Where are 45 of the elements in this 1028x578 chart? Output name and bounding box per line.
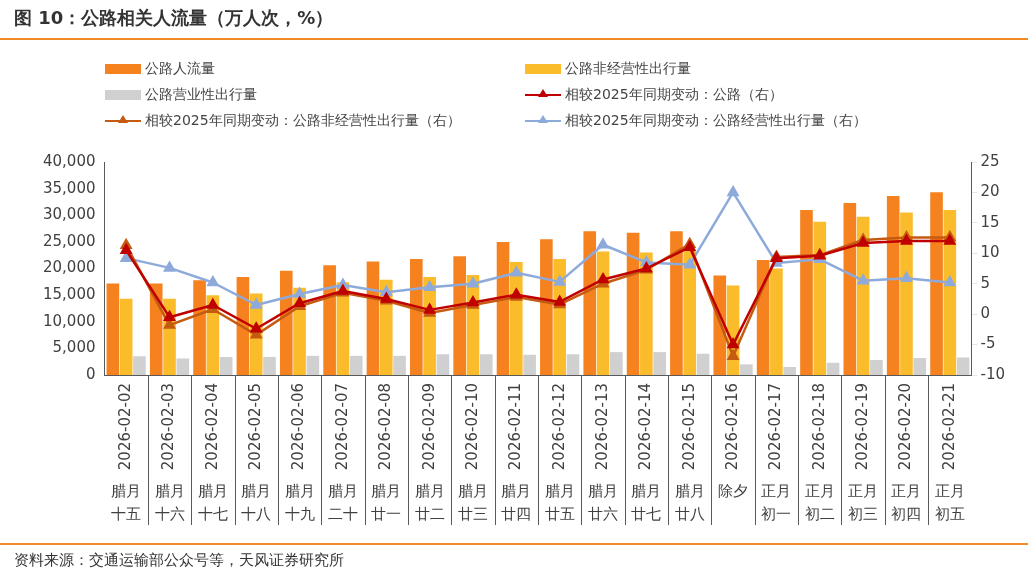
chart-title: 图 10：公路相关人流量（万人次，%） xyxy=(14,6,334,30)
y2-tick-label: 10 xyxy=(980,243,1000,262)
y-tick-label: 35,000 xyxy=(42,178,96,197)
y-tick-label: 25,000 xyxy=(42,231,96,250)
x-tick-label: 2026-02-17 正月初一 xyxy=(761,383,792,524)
y2-tick-label: -5 xyxy=(980,334,996,353)
text: 资料来源：交通运输部公众号等，天风证券研究所 xyxy=(14,551,344,570)
y-tick-label: 10,000 xyxy=(42,311,96,330)
legend-label: 相较2025年同期变动：公路经营性出行量（右） xyxy=(564,112,868,130)
x-tick-label: 2026-02-06 腊月十九 xyxy=(284,383,315,524)
x-tick-label: 2026-02-14 腊月廿七 xyxy=(631,383,662,524)
y-tick-label: 5,000 xyxy=(52,338,96,357)
x-tick-label: 2026-02-09 腊月廿二 xyxy=(414,383,445,524)
y-tick-label: 15,000 xyxy=(42,285,96,304)
legend-label: 相较2025年同期变动：公路（右） xyxy=(564,86,784,104)
x-tick-label: 2026-02-15 腊月廿八 xyxy=(674,383,705,524)
x-tick-label: 2026-02-11 腊月廿四 xyxy=(501,383,532,524)
y-tick-label: 0 xyxy=(85,364,96,383)
y2-tick-label: 15 xyxy=(980,212,1000,231)
x-tick-label: 2026-02-18 正月初二 xyxy=(804,383,835,524)
y2-tick-label: 20 xyxy=(980,182,1000,201)
x-tick-label: 2026-02-08 腊月廿一 xyxy=(371,383,402,524)
x-tick-label: 2026-02-19 正月初三 xyxy=(848,383,879,524)
legend-label: 公路营业性出行量 xyxy=(144,86,258,104)
x-tick-label: 2026-02-20 正月初四 xyxy=(891,383,922,524)
legend-label: 相较2025年同期变动：公路非经营性出行量（右） xyxy=(144,112,462,130)
y-tick-label: 20,000 xyxy=(42,258,96,277)
x-tick-label: 2026-02-13 腊月廿六 xyxy=(588,383,619,524)
x-tick-label: 2026-02-03 腊月十六 xyxy=(154,383,185,524)
legend-label: 公路非经营性出行量 xyxy=(564,60,692,78)
x-tick-label: 2026-02-07 腊月二十 xyxy=(327,383,358,524)
legend-label: 公路人流量 xyxy=(144,60,216,78)
x-tick-label: 2026-02-10 腊月廿三 xyxy=(457,383,488,524)
y2-tick-label: 0 xyxy=(980,304,991,323)
x-tick-label: 2026-02-02 腊月十五 xyxy=(111,383,142,524)
x-tick-label: 2026-02-04 腊月十七 xyxy=(197,383,228,524)
x-tick-label: 2026-02-12 腊月廿五 xyxy=(544,383,575,524)
y-tick-label: 40,000 xyxy=(42,151,96,170)
y2-tick-label: 25 xyxy=(980,151,1000,170)
x-tick-label: 2026-02-05 腊月十八 xyxy=(241,383,272,524)
y-tick-label: 30,000 xyxy=(42,205,96,224)
x-tick-label: 2026-02-21 正月初五 xyxy=(934,383,965,524)
x-tick-label: 2026-02-16 除夕 xyxy=(718,383,749,501)
y2-tick-label: -10 xyxy=(980,364,1005,383)
y2-tick-label: 5 xyxy=(980,273,991,292)
